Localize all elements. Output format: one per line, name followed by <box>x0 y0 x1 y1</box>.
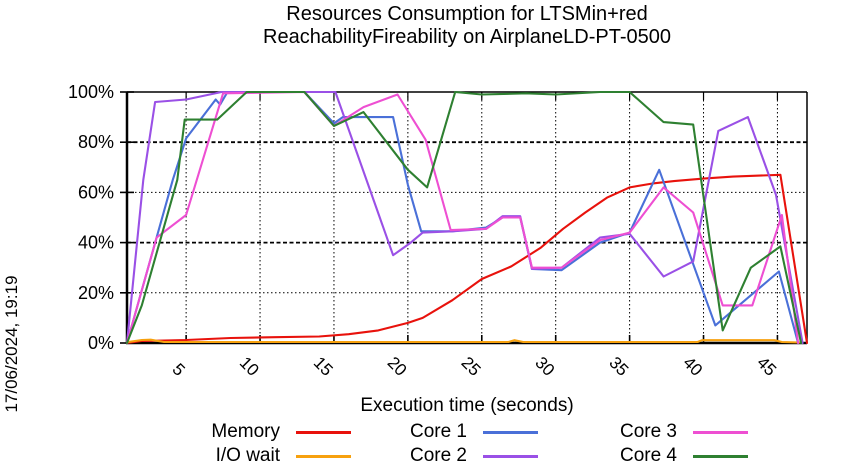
series-line-core-2 <box>125 90 804 345</box>
x-tick-label-10: 10 <box>236 353 263 380</box>
series-line-core-1 <box>125 90 800 345</box>
x-tick-label-30: 30 <box>531 353 558 380</box>
legend-column-1: Memory I/O wait <box>168 420 351 468</box>
legend-label-i-o-wait: I/O wait <box>215 445 280 466</box>
chart-title: Resources Consumption for LTSMin+red Rea… <box>105 3 829 49</box>
y-tick-label-100: 100% <box>68 82 114 102</box>
y-tick-label-80: 80% <box>78 132 114 152</box>
chart-title-line1: Resources Consumption for LTSMin+red <box>286 3 648 25</box>
x-tick-label-45: 45 <box>753 353 780 380</box>
series-line-memory <box>125 173 809 345</box>
series-line-i-o-wait <box>125 338 801 344</box>
legend-line-swatch-core-2 <box>483 454 538 458</box>
x-tick-label-20: 20 <box>384 353 411 380</box>
legend-item-core-3: Core 3 <box>565 420 748 444</box>
y-tick-label-20: 20% <box>78 283 114 303</box>
legend-label-core-1: Core 1 <box>409 421 467 442</box>
x-axis-title: Execution time (seconds) <box>360 395 574 416</box>
y-tick-label-0: 0% <box>88 333 114 353</box>
legend-item-i-o-wait: I/O wait <box>168 444 351 468</box>
y-tick-label-60: 60% <box>78 182 114 202</box>
legend-item-core-4: Core 4 <box>565 444 748 468</box>
legend-line-swatch-i-o-wait <box>296 454 351 458</box>
series-line-core-3 <box>125 90 800 345</box>
legend-column-3: Core 3 Core 4 <box>565 420 748 468</box>
x-tick-label-15: 15 <box>310 353 337 380</box>
x-tick-label-5: 5 <box>169 360 189 380</box>
legend-line-swatch-memory <box>296 430 351 434</box>
chart-title-line2: ReachabilityFireability on AirplaneLD-PT… <box>263 26 671 48</box>
x-tick-label-35: 35 <box>605 353 632 380</box>
legend-line-swatch-core-3 <box>693 430 748 434</box>
legend-item-core-1: Core 1 <box>355 420 538 444</box>
x-tick-label-25: 25 <box>458 353 485 380</box>
legend-line-swatch-core-1 <box>483 430 538 434</box>
legend-item-core-2: Core 2 <box>355 444 538 468</box>
legend-column-2: Core 1 Core 2 <box>355 420 538 468</box>
legend-label-core-2: Core 2 <box>409 445 467 466</box>
x-tick-label-40: 40 <box>679 353 706 380</box>
series-line-core-4 <box>125 90 803 345</box>
legend-label-core-3: Core 3 <box>619 421 677 442</box>
legend-item-memory: Memory <box>168 420 351 444</box>
legend-line-swatch-core-4 <box>693 454 748 458</box>
y-tick-label-40: 40% <box>78 233 114 253</box>
legend-label-core-4: Core 4 <box>619 445 677 466</box>
legend-label-memory: Memory <box>211 421 280 442</box>
